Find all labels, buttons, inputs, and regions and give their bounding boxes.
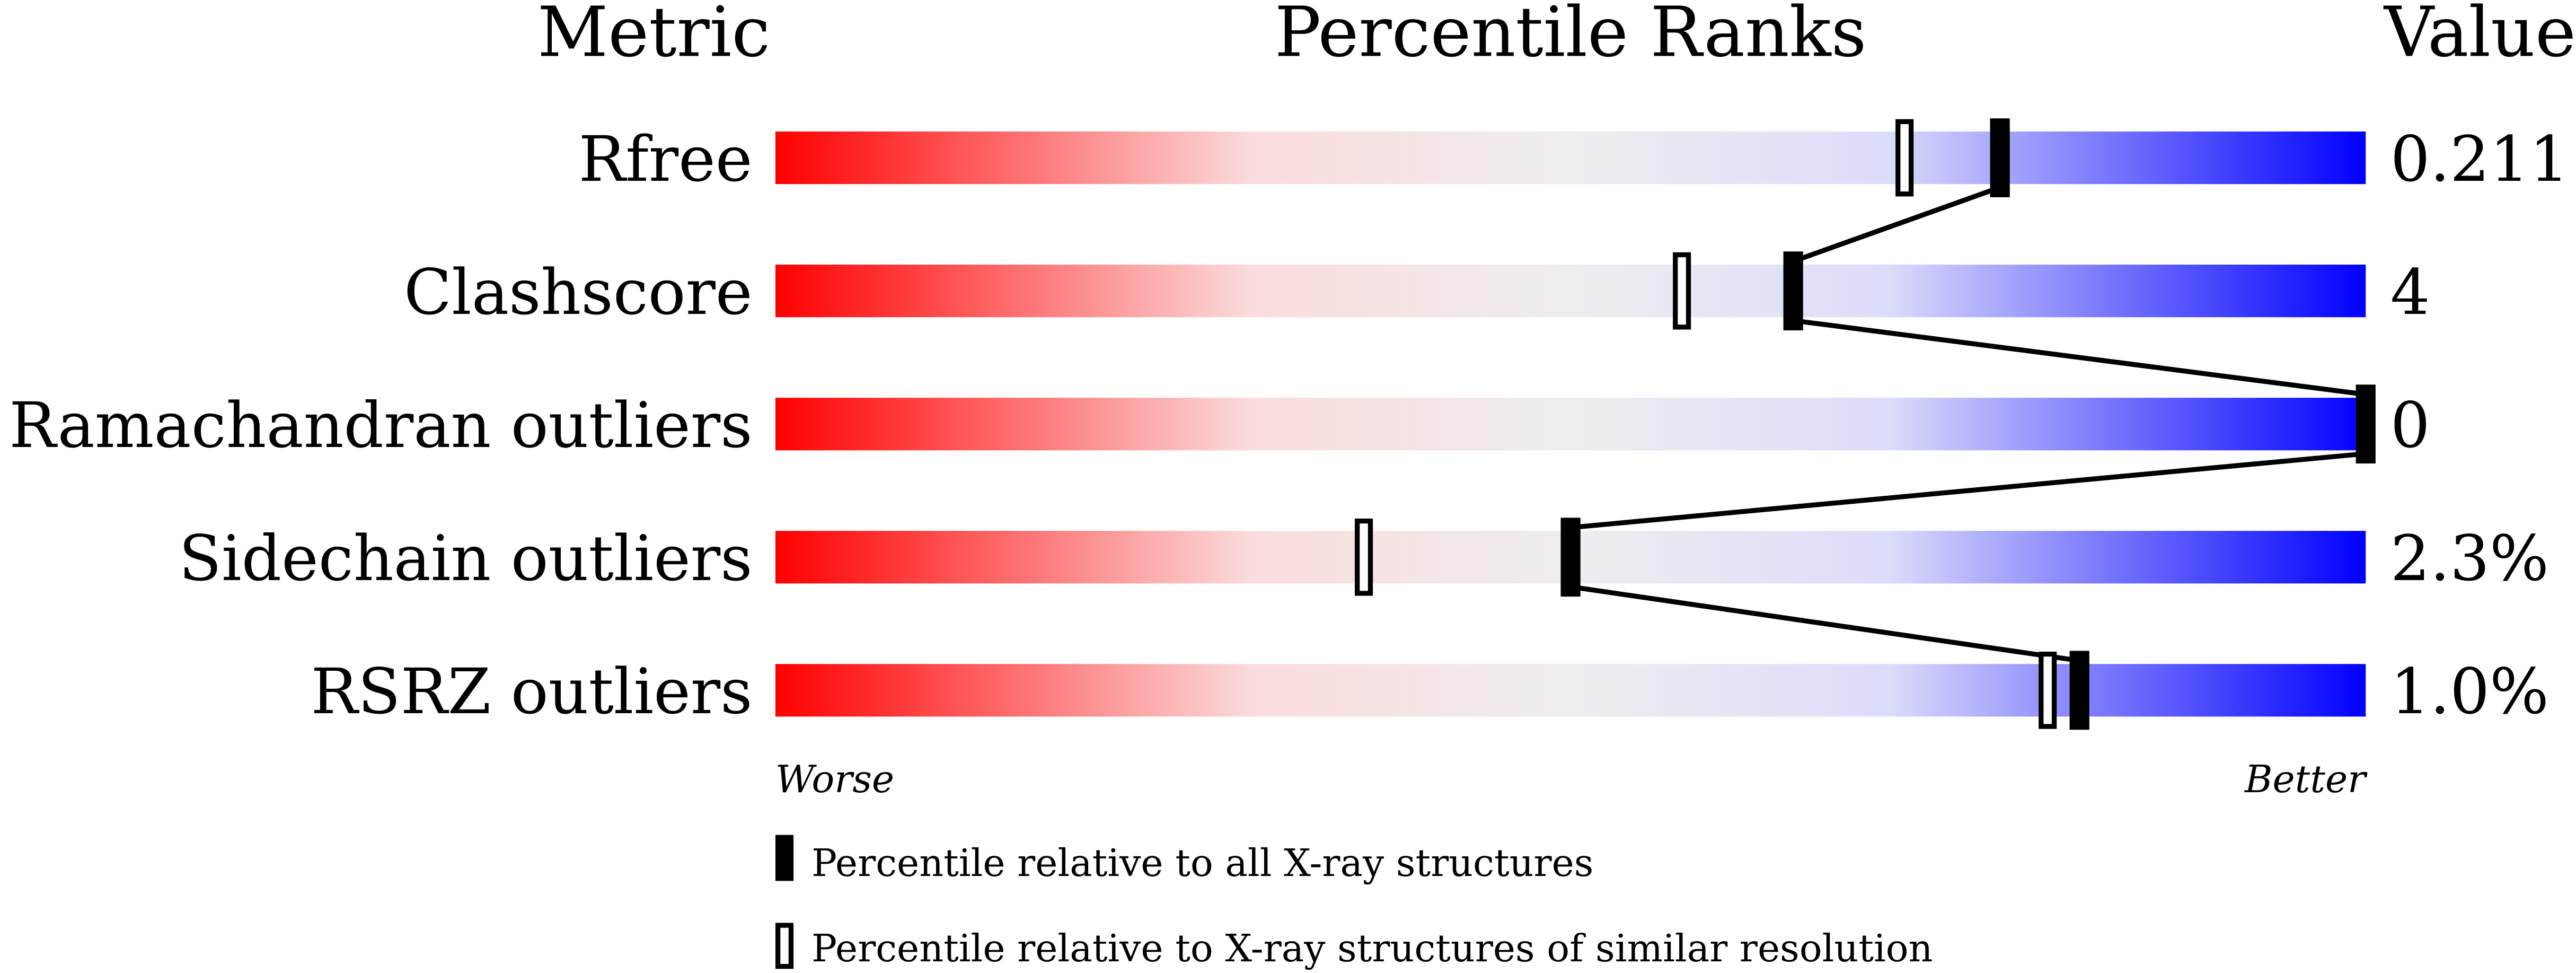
marker-all-structures [1990,118,2010,197]
connector-line [1570,451,2366,530]
header-value: Value [2383,0,2576,72]
legend-filled-label: Percentile relative to all X-ray structu… [811,841,1593,885]
marker-all-structures [1560,518,1581,597]
metric-value: 0.211 [2390,123,2569,196]
metric-label: RSRZ outliers [311,655,752,728]
connector-line [1793,318,2366,397]
axis-label-better: Better [2244,757,2368,801]
metric-value: 0 [2390,389,2430,462]
connector-line [1570,584,2080,663]
marker-similar-resolution [1895,119,1914,197]
metric-label: Sidechain outliers [179,522,752,595]
row-rsrz-outliers: RSRZ outliers 1.0% [311,655,2548,728]
percentile-bar [775,132,2366,185]
row-ramachandran-outliers: Ramachandran outliers 0 [9,389,2430,462]
legend-filled-marker-icon [775,835,794,881]
axis-label-worse: Worse [775,757,894,801]
header-metric: Metric [537,0,770,72]
marker-all-structures [2069,651,2089,730]
metric-value: 1.0% [2390,655,2549,728]
row-rfree: Rfree 0.211 [579,123,2569,196]
row-clashscore: Clashscore 4 [404,256,2430,329]
percentile-bar [775,664,2366,717]
marker-similar-resolution [1355,518,1373,596]
percentile-bar [775,265,2366,318]
percentile-bar [775,398,2366,451]
marker-similar-resolution [1673,252,1691,330]
metric-value: 4 [2390,256,2430,329]
legend-open-label: Percentile relative to X-ray structures … [811,926,1933,970]
legend-open-marker-icon [775,923,794,969]
header-percentile: Percentile Ranks [1275,0,1867,72]
metric-value: 2.3% [2390,522,2549,595]
metric-label: Ramachandran outliers [9,389,752,462]
connector-line [1792,185,2001,264]
metric-label: Rfree [579,123,753,196]
marker-similar-resolution [2039,651,2057,729]
marker-all-structures [2356,384,2376,464]
marker-all-structures [1783,251,1803,331]
metric-label: Clashscore [404,256,753,329]
